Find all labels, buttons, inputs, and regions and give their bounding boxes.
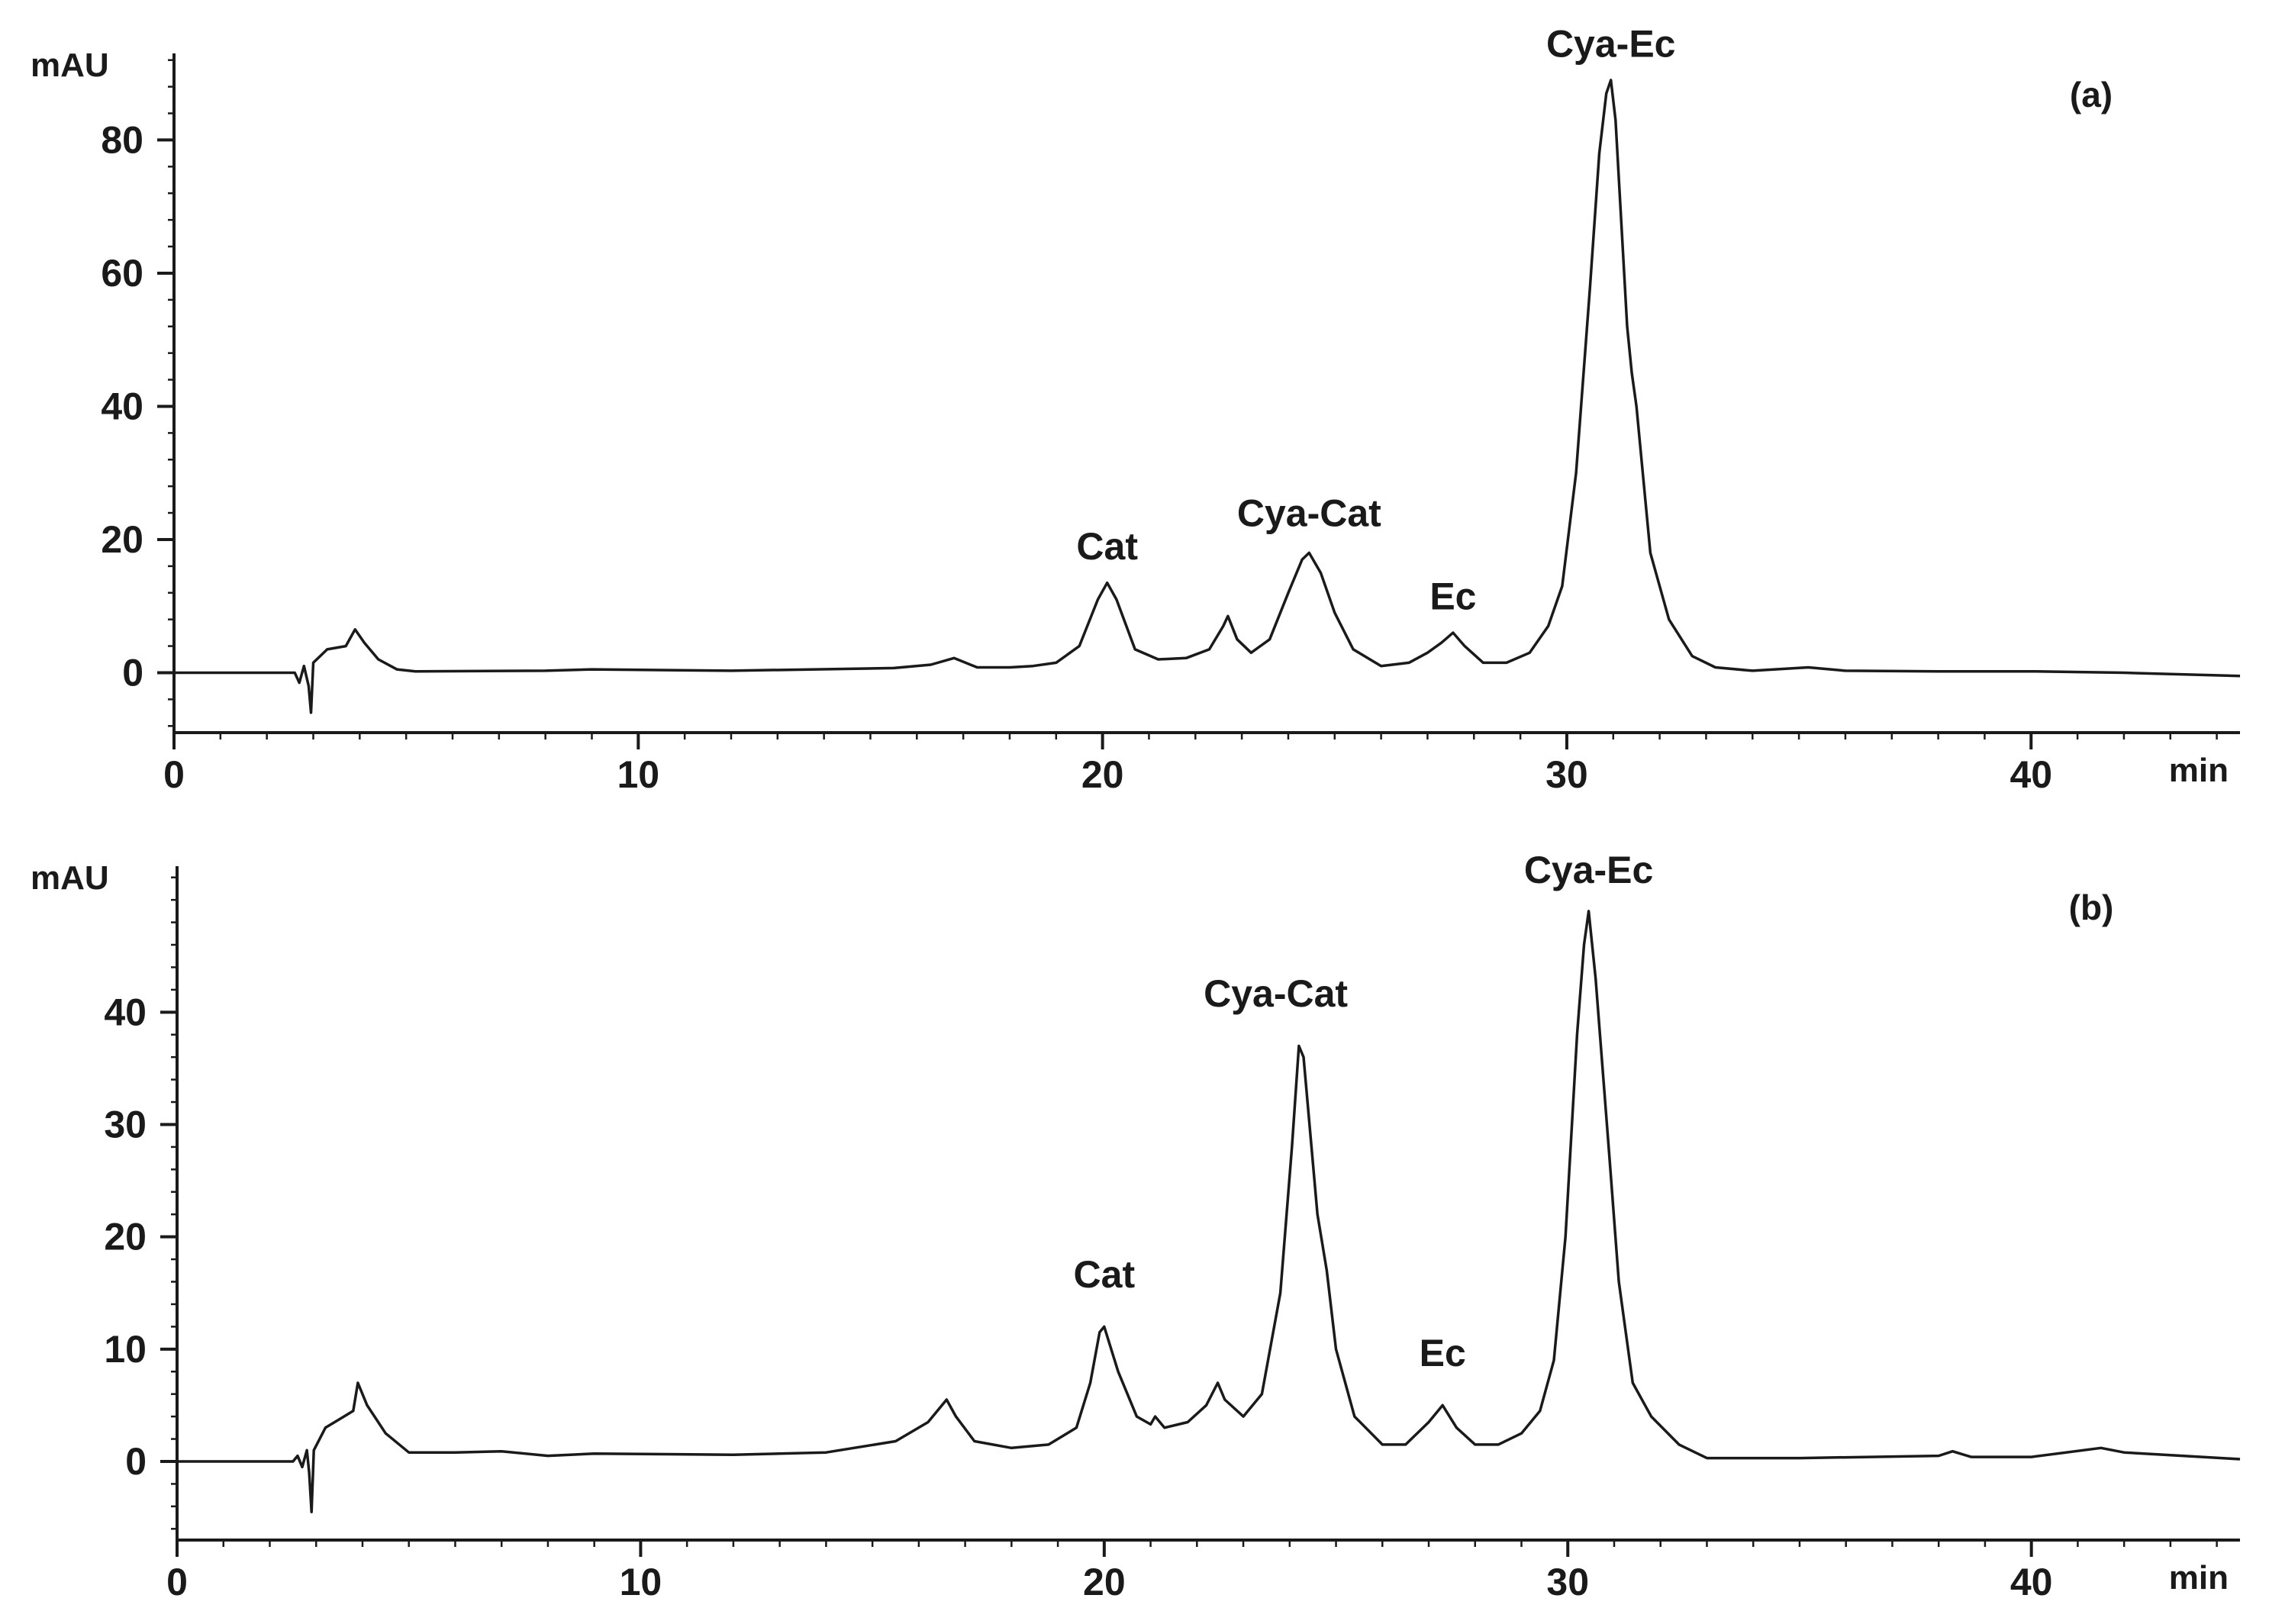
panel-label: (a) <box>2070 75 2113 114</box>
peak-label: Cat <box>1076 525 1138 568</box>
chromatogram-trace-a <box>174 79 2241 714</box>
x-tick-label: 30 <box>1546 1561 1589 1603</box>
panel-label: (b) <box>2069 888 2114 927</box>
x-tick-label: 40 <box>2010 1561 2053 1603</box>
x-tick-label: 0 <box>163 753 185 796</box>
x-tick-label: 20 <box>1083 1561 1126 1603</box>
x-tick-label: 10 <box>620 1561 662 1603</box>
x-tick-label: 40 <box>2010 753 2052 796</box>
y-tick-label: 10 <box>104 1328 147 1371</box>
y-tick-label: 60 <box>101 252 143 295</box>
chromatogram-panel-a: 0 20 40 60 80 0 10 20 30 40 mAU min (a) Cat Cya-Cat Ec C… <box>31 22 2241 796</box>
y-tick-label: 0 <box>125 1440 147 1483</box>
y-tick-label: 0 <box>122 651 143 694</box>
x-axis-unit-label: min <box>2169 752 2229 789</box>
peak-label: Cya-Ec <box>1524 849 1654 891</box>
x-tick-label: 20 <box>1081 753 1124 796</box>
peak-label: Ec <box>1420 1332 1466 1374</box>
x-tick-label: 0 <box>166 1561 188 1603</box>
chromatogram-panel-b: 0 10 20 30 40 0 10 20 30 40 mAU min (b) Cat Cya-Cat Ec C… <box>31 849 2241 1603</box>
y-tick-label: 80 <box>101 118 143 161</box>
y-tick-label: 40 <box>104 991 147 1033</box>
y-tick-label: 20 <box>104 1216 147 1258</box>
x-axis-unit-label: min <box>2169 1559 2229 1597</box>
peak-label: Cya-Cat <box>1204 972 1348 1015</box>
peak-label: Cya-Ec <box>1546 22 1676 65</box>
chromatogram-trace-b <box>177 910 2241 1513</box>
y-tick-label: 40 <box>101 385 143 427</box>
y-tick-label: 20 <box>101 518 143 561</box>
y-axis-unit-label: mAU <box>31 859 109 897</box>
y-tick-label: 30 <box>104 1103 147 1146</box>
y-axis-unit-label: mAU <box>31 47 109 84</box>
x-tick-label: 10 <box>617 753 660 796</box>
x-tick-label: 30 <box>1545 753 1588 796</box>
peak-label: Cat <box>1074 1253 1136 1296</box>
peak-label: Cya-Cat <box>1237 492 1381 535</box>
peak-label: Ec <box>1429 575 1476 618</box>
